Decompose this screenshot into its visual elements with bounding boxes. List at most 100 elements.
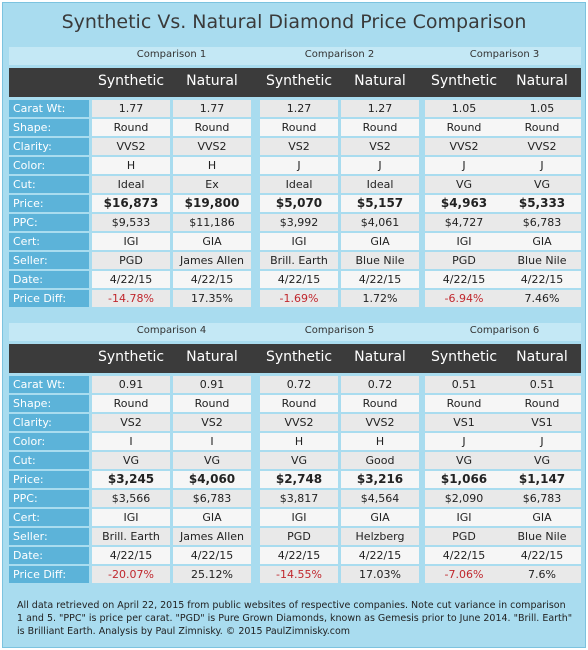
cell: $2,090 [425, 490, 503, 507]
cell: H [92, 157, 170, 174]
comparison-label: Comparison 5 [304, 325, 375, 336]
cell: $16,873 [92, 195, 170, 212]
comparison-label: Comparison 1 [136, 49, 207, 60]
cell: IGI [92, 509, 170, 526]
cell: J [260, 157, 338, 174]
cell: PGD [260, 528, 338, 545]
row-label: PPC: [9, 214, 89, 231]
column-header: Synthetic [97, 349, 165, 365]
cell: -14.78% [92, 290, 170, 307]
cell: 4/22/15 [173, 271, 251, 288]
cell: 7.6% [503, 566, 581, 583]
comparison-label: Comparison 6 [469, 325, 540, 336]
cell: 0.72 [341, 376, 419, 393]
column-header: Synthetic [265, 73, 333, 89]
cell: VS2 [173, 414, 251, 431]
cell: -7.06% [425, 566, 503, 583]
row-label: Date: [9, 271, 89, 288]
row-label: Cert: [9, 233, 89, 250]
cell: -14.55% [260, 566, 338, 583]
row-label: Carat Wt: [9, 376, 89, 393]
comparison-table: Comparison 4 Comparison 5 Comparison 6 Synt… [9, 323, 581, 587]
header-row [9, 68, 581, 97]
cell: GIA [341, 509, 419, 526]
cell: $4,061 [341, 214, 419, 231]
cell: IGI [425, 233, 503, 250]
cell: J [503, 433, 581, 450]
row-label: Cut: [9, 452, 89, 469]
cell: VVS2 [92, 138, 170, 155]
cell: 4/22/15 [92, 547, 170, 564]
cell: $3,817 [260, 490, 338, 507]
cell: James Allen [173, 528, 251, 545]
cell: 1.27 [341, 100, 419, 117]
cell: $6,783 [503, 214, 581, 231]
cell: Round [173, 119, 251, 136]
cell: $5,333 [503, 195, 581, 212]
column-header: Natural [186, 73, 238, 89]
title: Synthetic Vs. Natural Diamond Price Comp… [61, 11, 527, 33]
cell: $6,783 [173, 490, 251, 507]
cell: 4/22/15 [503, 547, 581, 564]
comparison-label: Comparison 4 [136, 325, 207, 336]
row-label: Carat Wt: [9, 100, 89, 117]
cell: 0.51 [503, 376, 581, 393]
footnote: All data retrieved on April 22, 2015 fro… [17, 600, 573, 637]
cell: I [92, 433, 170, 450]
cell: 4/22/15 [260, 271, 338, 288]
cell: H [341, 433, 419, 450]
cell: J [503, 157, 581, 174]
cell: Round [260, 119, 338, 136]
cell: GIA [341, 233, 419, 250]
cell: VG [425, 176, 503, 193]
cell: Ex [173, 176, 251, 193]
column-header: Natural [354, 73, 406, 89]
cell: IGI [260, 233, 338, 250]
cell: Brill. Earth [260, 252, 338, 269]
cell: 1.72% [341, 290, 419, 307]
cell: Round [260, 395, 338, 412]
comparison-band [9, 323, 581, 341]
cell: VS2 [341, 138, 419, 155]
cell: Helzberg [341, 528, 419, 545]
cell: GIA [173, 233, 251, 250]
cell: 1.77 [173, 100, 251, 117]
cell: 0.51 [425, 376, 503, 393]
cell: VG [503, 452, 581, 469]
cell: Round [425, 119, 503, 136]
cell: $5,070 [260, 195, 338, 212]
cell: Round [92, 395, 170, 412]
cell: Round [341, 395, 419, 412]
row-label: Cut: [9, 176, 89, 193]
row-label: Clarity: [9, 414, 89, 431]
row-label: Cert: [9, 509, 89, 526]
cell: $3,992 [260, 214, 338, 231]
cell: 0.91 [92, 376, 170, 393]
cell: $4,564 [341, 490, 419, 507]
cell: Blue Nile [503, 252, 581, 269]
cell: 25.12% [173, 566, 251, 583]
cell: 4/22/15 [173, 547, 251, 564]
cell: 1.05 [503, 100, 581, 117]
comparison-label: Comparison 3 [469, 49, 540, 60]
cell: PGD [425, 252, 503, 269]
cell: -20.07% [92, 566, 170, 583]
cell: IGI [92, 233, 170, 250]
cell: 4/22/15 [260, 547, 338, 564]
cell: VG [425, 452, 503, 469]
cell: 4/22/15 [425, 271, 503, 288]
cell: GIA [173, 509, 251, 526]
comparison-table: Comparison 1 Comparison 2 Comparison 3 Synt… [9, 47, 581, 311]
header-row [9, 344, 581, 373]
row-label: Seller: [9, 252, 89, 269]
cell: VVS2 [503, 138, 581, 155]
row-label: Clarity: [9, 138, 89, 155]
cell: -6.94% [425, 290, 503, 307]
cell: $9,533 [92, 214, 170, 231]
cell: Round [503, 119, 581, 136]
cell: VG [173, 452, 251, 469]
cell: 17.35% [173, 290, 251, 307]
row-label: Color: [9, 433, 89, 450]
cell: H [260, 433, 338, 450]
cell: Round [425, 395, 503, 412]
